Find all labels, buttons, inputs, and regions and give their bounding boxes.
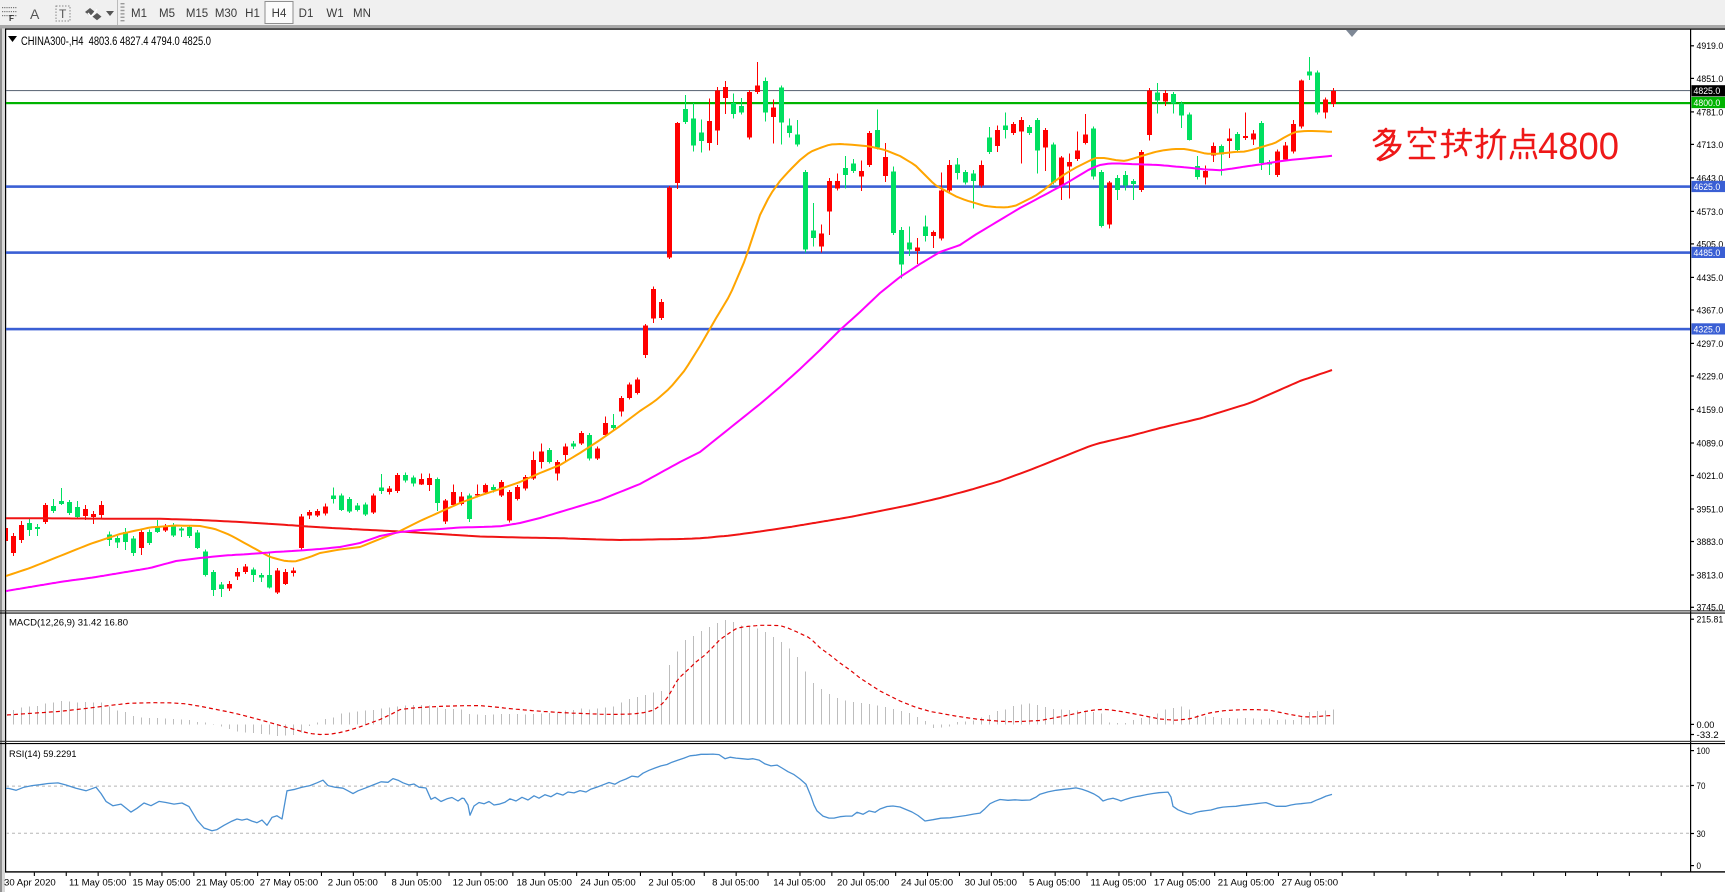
svg-text:215.81: 215.81 — [1697, 615, 1724, 626]
svg-text:MN: MN — [353, 8, 371, 20]
svg-text:4297.0: 4297.0 — [1697, 339, 1724, 350]
svg-text:H1: H1 — [245, 8, 260, 20]
svg-text:MACD(12,26,9) 31.42 16.80: MACD(12,26,9) 31.42 16.80 — [9, 617, 128, 628]
svg-text:4325.0: 4325.0 — [1694, 324, 1721, 335]
svg-text:-33.2: -33.2 — [1697, 730, 1719, 741]
svg-text:3813.0: 3813.0 — [1697, 570, 1724, 581]
svg-text:M15: M15 — [186, 8, 208, 20]
svg-text:0: 0 — [1697, 861, 1702, 872]
svg-text:24 Jul 05:00: 24 Jul 05:00 — [901, 878, 953, 889]
svg-text:20 Jul 05:00: 20 Jul 05:00 — [837, 878, 889, 889]
svg-text:21 May 05:00: 21 May 05:00 — [196, 878, 254, 889]
svg-text:CHINA300-,H4 4803.6 4827.4 47: CHINA300-,H4 4803.6 4827.4 4794.0 4825.0 — [21, 34, 211, 48]
svg-text:18 Jun 05:00: 18 Jun 05:00 — [516, 878, 571, 889]
svg-text:F: F — [9, 14, 14, 23]
svg-text:4825.0: 4825.0 — [1694, 86, 1721, 97]
svg-text:4800: 4800 — [1538, 126, 1619, 168]
svg-text:21 Aug 05:00: 21 Aug 05:00 — [1218, 878, 1275, 889]
svg-text:4625.0: 4625.0 — [1694, 182, 1721, 193]
svg-text:4089.0: 4089.0 — [1697, 438, 1724, 449]
svg-text:4485.0: 4485.0 — [1694, 248, 1721, 259]
svg-text:M1: M1 — [131, 8, 147, 20]
svg-text:30: 30 — [1697, 829, 1706, 840]
svg-text:T: T — [59, 7, 67, 21]
svg-text:17 Aug 05:00: 17 Aug 05:00 — [1154, 878, 1211, 889]
svg-text:2 Jul 05:00: 2 Jul 05:00 — [648, 878, 695, 889]
svg-text:11 May 05:00: 11 May 05:00 — [69, 878, 126, 889]
svg-text:24 Jun 05:00: 24 Jun 05:00 — [580, 878, 635, 889]
svg-text:70: 70 — [1697, 781, 1706, 792]
svg-text:RSI(14) 59.2291: RSI(14) 59.2291 — [9, 748, 77, 759]
svg-text:W1: W1 — [326, 8, 343, 20]
svg-text:D1: D1 — [299, 8, 314, 20]
svg-text:4643.0: 4643.0 — [1697, 173, 1724, 184]
svg-text:5 Aug 05:00: 5 Aug 05:00 — [1029, 878, 1080, 889]
svg-text:M30: M30 — [215, 8, 237, 20]
svg-text:3883.0: 3883.0 — [1697, 537, 1724, 548]
svg-text:3745.0: 3745.0 — [1697, 603, 1724, 614]
svg-text:4851.0: 4851.0 — [1697, 74, 1724, 85]
svg-text:30 Jul 05:00: 30 Jul 05:00 — [965, 878, 1017, 889]
svg-text:4435.0: 4435.0 — [1697, 273, 1724, 284]
svg-text:100: 100 — [1697, 746, 1710, 757]
svg-text:4021.0: 4021.0 — [1697, 471, 1724, 482]
svg-text:30 Apr 2020: 30 Apr 2020 — [4, 878, 56, 889]
svg-text:M5: M5 — [159, 8, 175, 20]
svg-text:4573.0: 4573.0 — [1697, 207, 1724, 218]
svg-text:H4: H4 — [272, 8, 287, 20]
svg-text:12 Jun 05:00: 12 Jun 05:00 — [453, 878, 508, 889]
svg-text:4781.0: 4781.0 — [1697, 107, 1724, 118]
svg-text:4505.0: 4505.0 — [1697, 239, 1724, 250]
svg-text:A: A — [30, 6, 40, 22]
svg-text:3951.0: 3951.0 — [1697, 504, 1724, 515]
svg-text:27 May 05:00: 27 May 05:00 — [260, 878, 318, 889]
svg-text:4367.0: 4367.0 — [1697, 305, 1724, 316]
svg-text:0.00: 0.00 — [1697, 720, 1715, 731]
svg-text:15 May 05:00: 15 May 05:00 — [132, 878, 190, 889]
svg-text:4713.0: 4713.0 — [1697, 140, 1724, 151]
svg-text:4919.0: 4919.0 — [1697, 41, 1724, 52]
svg-text:8 Jun 05:00: 8 Jun 05:00 — [392, 878, 442, 889]
svg-text:11 Aug 05:00: 11 Aug 05:00 — [1090, 878, 1146, 889]
svg-text:2 Jun 05:00: 2 Jun 05:00 — [328, 878, 378, 889]
svg-text:27 Aug 05:00: 27 Aug 05:00 — [1282, 878, 1339, 889]
svg-text:4229.0: 4229.0 — [1697, 371, 1724, 382]
svg-text:4800.0: 4800.0 — [1694, 98, 1721, 109]
svg-text:4159.0: 4159.0 — [1697, 405, 1724, 416]
svg-text:14 Jul 05:00: 14 Jul 05:00 — [773, 878, 825, 889]
svg-text:8 Jul 05:00: 8 Jul 05:00 — [712, 878, 759, 889]
